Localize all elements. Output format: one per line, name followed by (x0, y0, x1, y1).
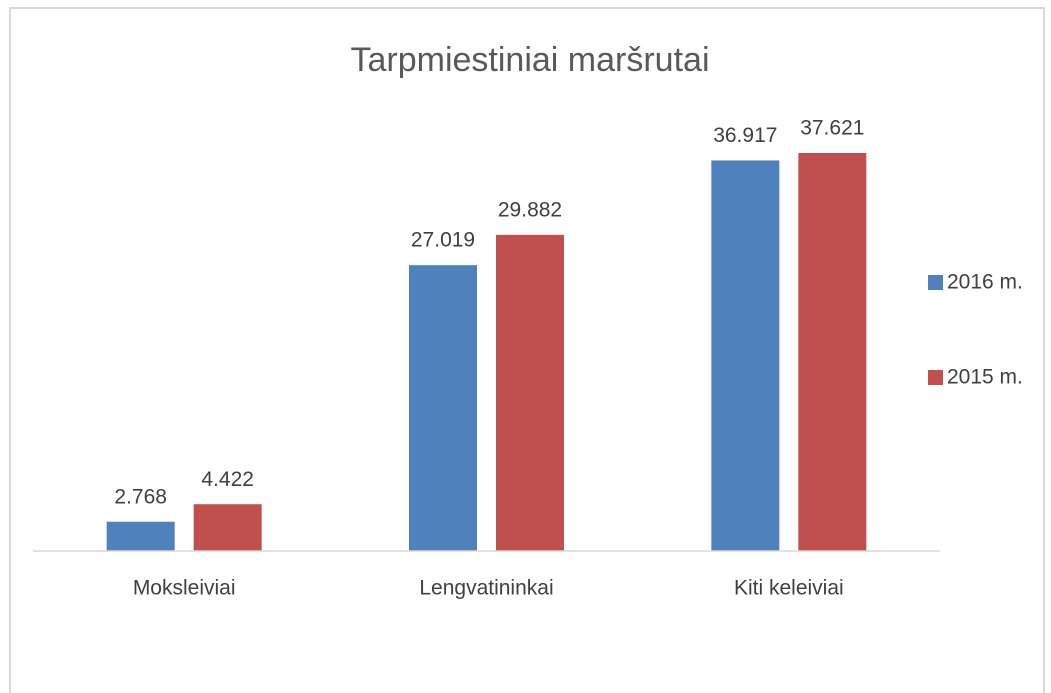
data-label: 4.422 (201, 468, 254, 491)
x-tick-label: Kiti keleiviai (734, 577, 844, 600)
data-label: 36.917 (713, 124, 777, 147)
bar (798, 153, 867, 551)
data-label: 2.768 (114, 485, 167, 508)
legend-swatch (928, 275, 943, 290)
x-tick-label: Lengvatininkai (419, 577, 553, 600)
x-tick-label: Moksleiviai (133, 577, 236, 600)
legend-swatch (928, 370, 943, 385)
data-label: 37.621 (800, 117, 864, 140)
bar (193, 504, 262, 551)
legend-label: 2016 m. (947, 271, 1023, 294)
chart-title: Tarpmiestiniai maršrutai (351, 41, 710, 79)
bar (409, 265, 477, 551)
data-label: 27.019 (411, 229, 475, 252)
legend-label: 2015 m. (947, 366, 1023, 389)
data-label: 29.882 (498, 198, 562, 221)
bar (496, 234, 564, 551)
bar (106, 521, 175, 551)
bar (711, 160, 780, 551)
